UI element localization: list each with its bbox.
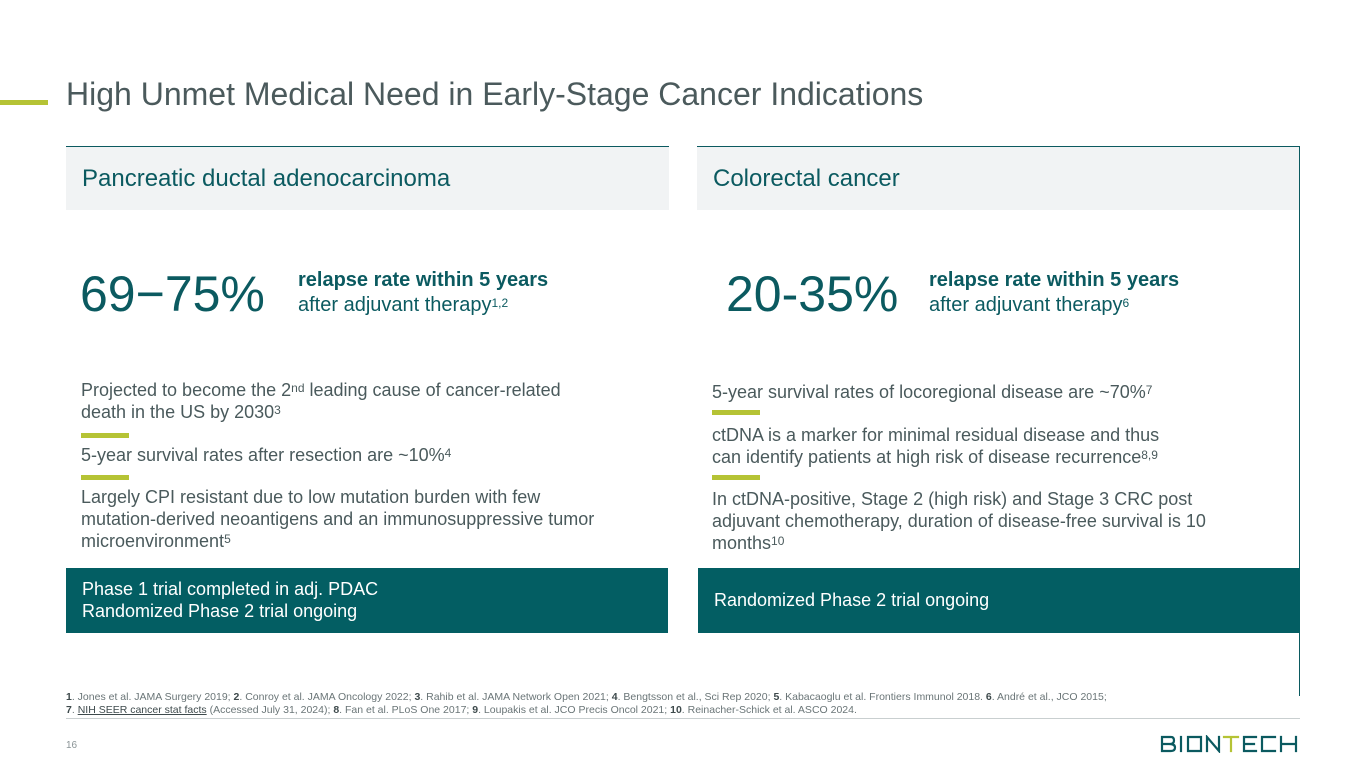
pdac-panel: Pancreatic ductal adenocarcinoma — [66, 146, 669, 210]
pdac-bullet-survival: 5-year survival rates after resection ar… — [81, 445, 452, 465]
pdac-bullet-projection: Projected to become the 2nd leading caus… — [81, 380, 561, 422]
page-number: 16 — [66, 740, 78, 751]
crc-bullet-ctdna-marker: ctDNA is a marker for minimal residual d… — [712, 425, 1160, 467]
footer-rule — [66, 718, 1300, 719]
references: 1. Jones et al. JAMA Surgery 2019; 2. Co… — [66, 691, 1107, 717]
crc-stat-line1: relapse rate within 5 years — [929, 269, 1180, 291]
title-accent-bar — [0, 100, 48, 105]
crc-stat-description: relapse rate within 5 years after adjuva… — [929, 268, 1179, 318]
references-line-2: 7. NIH SEER cancer stat facts (Accessed … — [66, 704, 857, 716]
slide-title: High Unmet Medical Need in Early-Stage C… — [66, 76, 924, 112]
pdac-separator-1 — [81, 433, 129, 438]
crc-bullet-survival: 5-year survival rates of locoregional di… — [712, 382, 1153, 402]
crc-panel-header: Colorectal cancer — [697, 146, 1300, 210]
pdac-stat-description: relapse rate within 5 years after adjuva… — [298, 268, 548, 318]
pdac-bullet-cpi-resistance: Largely CPI resistant due to low mutatio… — [81, 487, 595, 551]
right-border-rule — [1299, 146, 1300, 696]
pdac-stat-line1: relapse rate within 5 years — [298, 269, 549, 291]
crc-panel: Colorectal cancer — [697, 146, 1300, 210]
crc-separator-1 — [712, 410, 760, 415]
crc-separator-2 — [712, 475, 760, 480]
crc-trial-callout: Randomized Phase 2 trial ongoing — [698, 568, 1300, 633]
pdac-stat-line2: after adjuvant therapy1,2 — [298, 294, 509, 316]
crc-relapse-stat: 20-35% — [726, 266, 899, 322]
nih-seer-link[interactable]: NIH SEER cancer stat facts — [77, 704, 207, 716]
pdac-callout-line1: Phase 1 trial completed in adj. PDAC — [82, 579, 379, 599]
pdac-trial-callout: Phase 1 trial completed in adj. PDAC Ran… — [66, 568, 668, 633]
pdac-separator-2 — [81, 475, 129, 480]
pdac-relapse-stat: 69−75% — [80, 266, 265, 322]
pdac-panel-header: Pancreatic ductal adenocarcinoma — [66, 146, 669, 210]
crc-stat-line2: after adjuvant therapy6 — [929, 294, 1130, 316]
crc-bullet-ctdna-positive: In ctDNA-positive, Stage 2 (high risk) a… — [712, 489, 1206, 553]
biontech-logo — [1160, 735, 1298, 753]
references-line-1: 1. Jones et al. JAMA Surgery 2019; 2. Co… — [66, 691, 1107, 703]
pdac-callout-line2: Randomized Phase 2 trial ongoing — [82, 601, 358, 621]
